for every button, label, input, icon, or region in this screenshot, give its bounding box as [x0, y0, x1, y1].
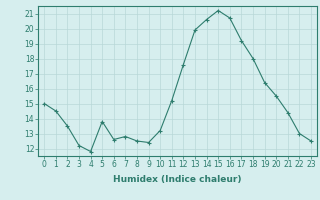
X-axis label: Humidex (Indice chaleur): Humidex (Indice chaleur)	[113, 175, 242, 184]
